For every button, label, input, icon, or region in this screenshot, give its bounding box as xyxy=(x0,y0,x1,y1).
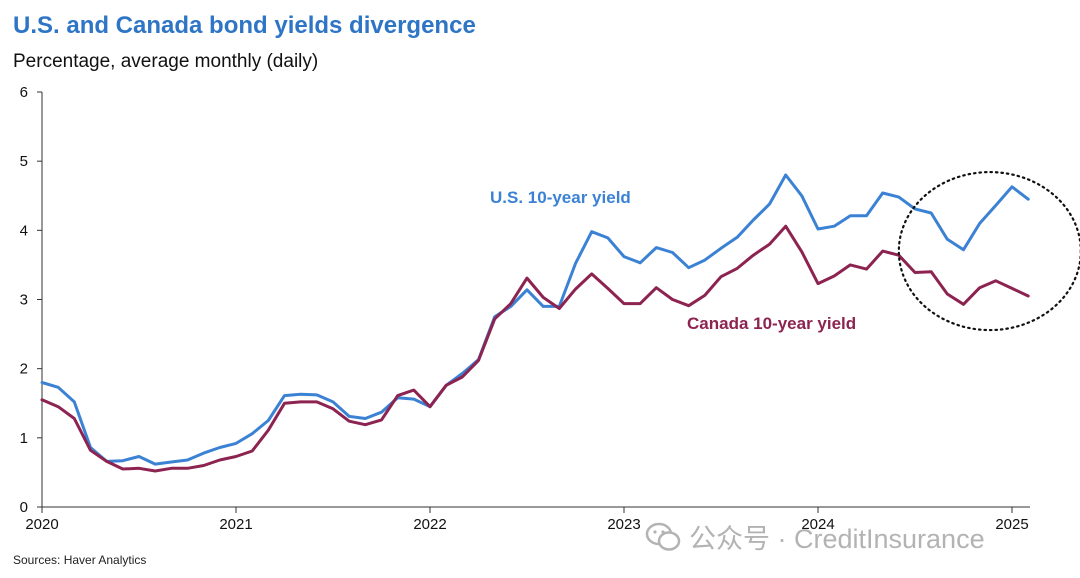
us-series-label: U.S. 10-year yield xyxy=(490,188,631,207)
x-tick-label: 2023 xyxy=(607,516,640,533)
x-tick-label: 2020 xyxy=(25,516,58,533)
chart-subtitle: Percentage, average monthly (daily) xyxy=(13,51,319,72)
y-tick-label: 4 xyxy=(20,222,28,239)
labels-layer: U.S. 10-year yield Canada 10-year yield xyxy=(490,188,856,333)
canada-10y-yield-line xyxy=(40,224,1030,473)
divergence-highlight-circle xyxy=(897,171,1080,332)
us-10y-yield-line xyxy=(40,173,1030,466)
chart-title: U.S. and Canada bond yields divergence xyxy=(13,12,476,39)
y-tick-label: 5 xyxy=(20,153,28,170)
x-tick-label: 2025 xyxy=(995,516,1028,533)
source-note: Sources: Haver Analytics xyxy=(13,553,147,567)
watermark-text: 公众号 · CreditInsurance xyxy=(689,524,985,554)
y-tick-label: 1 xyxy=(20,430,28,447)
y-tick-label: 6 xyxy=(20,84,28,101)
series-layer xyxy=(40,173,1030,473)
x-tick-label: 2022 xyxy=(413,516,446,533)
watermark: 公众号 · CreditInsurance xyxy=(645,517,985,556)
x-tick-label: 2021 xyxy=(219,516,252,533)
y-tick-label: 3 xyxy=(20,292,28,309)
x-tick-label: 2024 xyxy=(801,516,834,533)
annotation-layer xyxy=(897,171,1080,332)
wechat-icon xyxy=(645,522,681,551)
y-tick-label: 0 xyxy=(20,499,28,516)
canada-series-label: Canada 10-year yield xyxy=(687,314,856,333)
y-tick-label: 2 xyxy=(20,361,28,378)
axes: 0 1 2 3 4 5 6 2020 2021 2022 2023 2024 2025 xyxy=(20,84,1030,533)
